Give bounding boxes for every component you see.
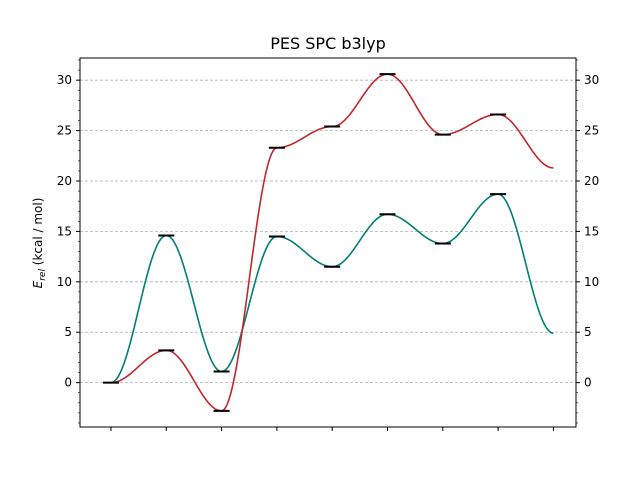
series-line bbox=[110, 73, 554, 412]
grid-layer bbox=[80, 79, 576, 384]
axis-layer: 0 0 5 5 10 10 15 15 20 20 25 25 30 30 bbox=[57, 59, 599, 431]
y-tick-label-left: 30 bbox=[57, 73, 72, 87]
chart-title: PES SPC b3lyp bbox=[270, 34, 385, 53]
y-tick-label-right: 5 bbox=[584, 325, 592, 339]
y-tick-label-left: 25 bbox=[57, 124, 72, 138]
y-axis-label: Erel (kcal / mol) bbox=[31, 198, 48, 289]
series-line bbox=[110, 193, 554, 384]
y-tick-label-right: 20 bbox=[584, 174, 599, 188]
plot-frame bbox=[79, 57, 577, 428]
y-tick-label-left: 15 bbox=[57, 224, 72, 238]
y-tick-label-right: 10 bbox=[584, 275, 599, 289]
y-tick-label-right: 25 bbox=[584, 124, 599, 138]
level-layer bbox=[103, 73, 507, 412]
y-tick-label-right: 0 bbox=[584, 376, 592, 390]
y-tick-label-left: 5 bbox=[64, 325, 72, 339]
y-tick-label-right: 30 bbox=[584, 73, 599, 87]
y-tick-label-right: 15 bbox=[584, 224, 599, 238]
curve-layer bbox=[110, 73, 554, 412]
y-tick-label-left: 20 bbox=[57, 174, 72, 188]
y-tick-label-left: 10 bbox=[57, 275, 72, 289]
y-tick-label-left: 0 bbox=[64, 376, 72, 390]
